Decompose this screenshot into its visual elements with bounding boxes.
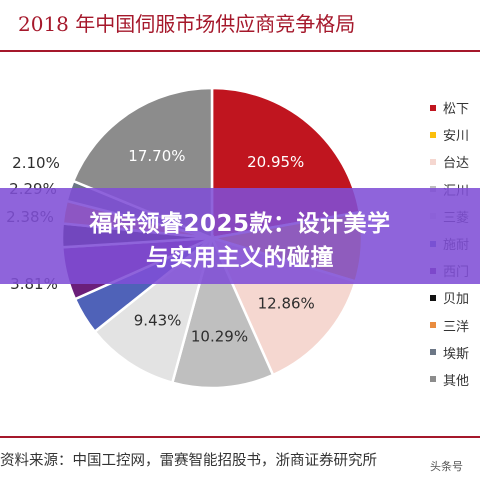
data-label-松下: 20.95% <box>247 153 304 171</box>
legend-label: 松下 <box>443 102 470 118</box>
legend-label: 台达 <box>443 156 470 172</box>
legend-item-台达: 台达 <box>430 148 480 175</box>
legend-label: 埃斯 <box>443 346 470 362</box>
watermark: 头条号 <box>430 460 463 473</box>
legend-swatch <box>430 104 436 111</box>
data-label-汇川: 10.29% <box>191 328 248 346</box>
source-rule <box>0 436 480 438</box>
chart-title: 2018 年中国伺服市场供应商竞争格局 <box>18 12 356 36</box>
legend-swatch <box>430 131 436 138</box>
legend-label: 三洋 <box>443 319 470 335</box>
legend-item-松下: 松下 <box>430 94 480 121</box>
source-note: 资料来源：中国工控网，雷赛智能招股书，浙商证券研究所 <box>0 453 377 469</box>
headline-line-2: 与实用主义的碰撞 <box>146 245 334 271</box>
legend-swatch <box>430 158 436 165</box>
legend-item-其他: 其他 <box>430 366 480 393</box>
legend-label: 贝加 <box>443 292 470 308</box>
legend-swatch <box>430 294 436 301</box>
legend-swatch <box>430 376 436 383</box>
headline-banner: 福特领睿2025款：设计美学 与实用主义的碰撞 <box>0 188 480 284</box>
legend-swatch <box>430 322 436 329</box>
legend-swatch <box>430 349 436 356</box>
legend-item-埃斯: 埃斯 <box>430 339 480 366</box>
data-label-埃斯: 2.10% <box>12 154 60 172</box>
legend-item-安川: 安川 <box>430 121 480 148</box>
title-rule <box>0 50 480 52</box>
legend-label: 其他 <box>443 373 470 389</box>
headline-line-1: 福特领睿2025款：设计美学 <box>89 211 391 237</box>
data-label-三菱: 9.43% <box>134 312 182 330</box>
legend-item-三洋: 三洋 <box>430 312 480 339</box>
data-label-台达: 12.86% <box>258 295 315 313</box>
data-label-其他: 17.70% <box>128 147 185 165</box>
legend-item-贝加: 贝加 <box>430 284 480 311</box>
legend-label: 安川 <box>443 129 470 145</box>
pie-slice-汇川 <box>170 234 275 390</box>
